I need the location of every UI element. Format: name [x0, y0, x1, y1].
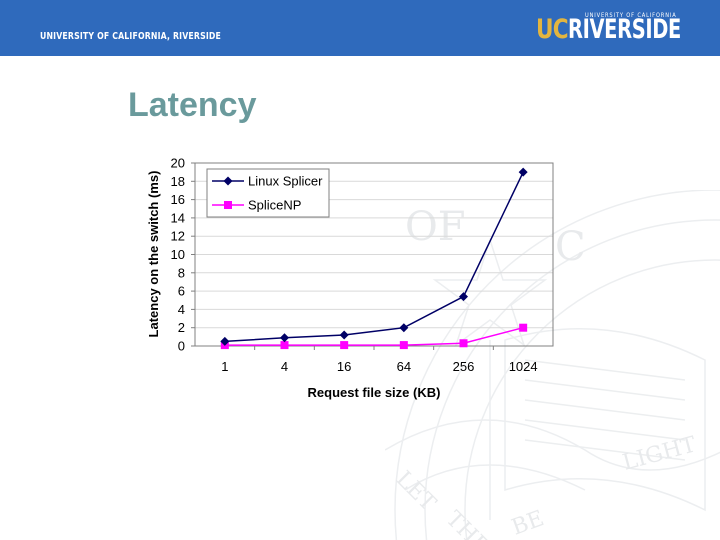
y-axis-ticks: 0 2 4 6 8 10 12 14 16 18 20 — [171, 156, 195, 354]
square-marker-icon — [340, 341, 349, 350]
x-axis-label: Request file size (KB) — [308, 385, 441, 400]
square-marker-icon — [459, 339, 468, 348]
legend-item: Linux Splicer — [212, 174, 323, 189]
legend-label: Linux Splicer — [248, 174, 323, 189]
x-tick-label: 1 — [221, 359, 228, 374]
legend-label: SpliceNP — [248, 198, 301, 213]
diamond-marker-icon — [280, 333, 289, 343]
y-axis-label: Latency on the switch (ms) — [146, 171, 161, 338]
y-tick-label: 4 — [178, 302, 185, 317]
square-marker-icon — [224, 201, 232, 209]
y-tick-label: 10 — [171, 247, 185, 262]
y-tick-label: 14 — [171, 210, 185, 225]
y-tick-label: 0 — [178, 339, 185, 354]
logo-uc: UC — [536, 14, 569, 45]
y-tick-label: 8 — [178, 265, 185, 280]
chart-series — [220, 167, 528, 350]
square-marker-icon — [399, 341, 408, 350]
logo-riverside: RIVERSIDE — [568, 14, 681, 45]
slide-title: Latency — [128, 86, 257, 124]
square-marker-icon — [280, 341, 289, 350]
svg-text:LET: LET — [391, 467, 441, 517]
svg-text:BE: BE — [509, 506, 548, 540]
y-tick-label: 6 — [178, 284, 185, 299]
square-marker-icon — [519, 323, 528, 332]
diamond-marker-icon — [223, 176, 233, 186]
y-tick-label: 18 — [171, 174, 185, 189]
logo-subtitle: UNIVERSITY OF CALIFORNIA — [585, 12, 677, 19]
svg-text:THERE: THERE — [441, 507, 517, 540]
university-seal-watermark-icon: OF C LET THERE LIGHT BE — [385, 190, 720, 540]
y-tick-label: 12 — [171, 229, 185, 244]
y-tick-label: 20 — [171, 156, 185, 171]
university-name: UNIVERSITY OF CALIFORNIA, RIVERSIDE — [40, 31, 222, 42]
diamond-marker-icon — [220, 336, 230, 346]
x-tick-label: 256 — [453, 359, 475, 374]
diamond-marker-icon — [518, 167, 528, 177]
x-tick-label: 4 — [281, 359, 288, 374]
diamond-marker-icon — [459, 292, 468, 302]
y-tick-label: 2 — [178, 320, 185, 335]
x-tick-label: 1024 — [509, 359, 538, 374]
header-bar: UNIVERSITY OF CALIFORNIA, RIVERSIDE UC R… — [0, 0, 720, 56]
svg-text:C: C — [555, 224, 586, 270]
x-axis-ticks: 1 4 16 64 256 1024 — [221, 346, 538, 374]
diamond-marker-icon — [339, 330, 349, 340]
chart-legend: Linux Splicer SpliceNP — [206, 168, 330, 218]
svg-text:OF: OF — [405, 204, 466, 250]
y-tick-label: 16 — [171, 192, 185, 207]
x-tick-label: 16 — [337, 359, 351, 374]
diamond-marker-icon — [399, 323, 409, 333]
legend-item: SpliceNP — [212, 198, 301, 213]
x-tick-label: 64 — [397, 359, 411, 374]
series-linux-splicer — [220, 167, 528, 346]
